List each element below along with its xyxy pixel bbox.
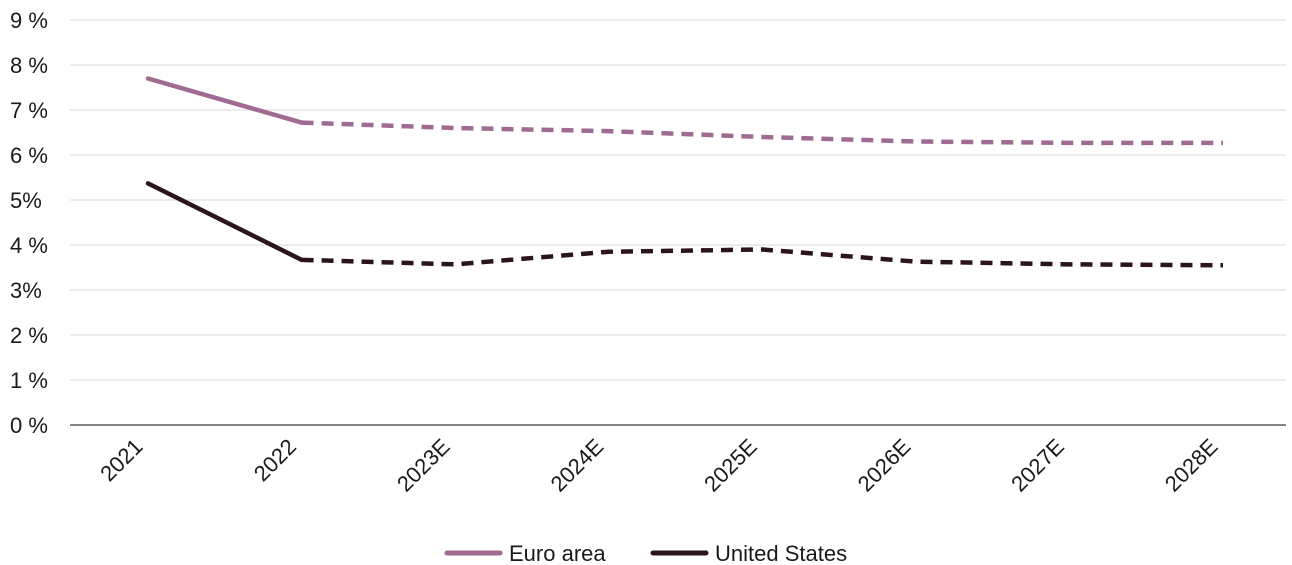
series-united-states bbox=[145, 181, 1224, 268]
legend: Euro area United States bbox=[444, 541, 847, 565]
series-line-actual bbox=[145, 181, 304, 263]
y-tick-label: 9 % bbox=[10, 8, 48, 33]
y-axis-tick-labels: 0 % 1 % 2 % 3% 4 % 5% 6 % 7 % 8 % 9 % bbox=[10, 8, 48, 438]
x-tick-label: 2028E bbox=[1160, 434, 1223, 497]
legend-label-united-states: United States bbox=[715, 541, 847, 565]
x-tick-label: 2022 bbox=[249, 434, 301, 486]
y-tick-label: 4 % bbox=[10, 233, 48, 258]
x-tick-label: 2026E bbox=[853, 434, 916, 497]
y-tick-label: 2 % bbox=[10, 323, 48, 348]
series-line-actual bbox=[145, 76, 304, 125]
series-line-forecast bbox=[301, 247, 1224, 268]
y-tick-label: 8 % bbox=[10, 53, 48, 78]
y-tick-label: 3% bbox=[10, 278, 42, 303]
y-tick-label: 5% bbox=[10, 188, 42, 213]
series-line-forecast bbox=[301, 120, 1223, 146]
y-tick-label: 6 % bbox=[10, 143, 48, 168]
series-lines bbox=[145, 76, 1224, 268]
x-axis-tick-labels: 2021 2022 2023E 2024E 2025E 2026E 2027E 2028E bbox=[95, 434, 1222, 497]
legend-label-euro-area: Euro area bbox=[509, 541, 606, 565]
x-tick-label: 2027E bbox=[1006, 434, 1069, 497]
x-tick-label: 2025E bbox=[699, 434, 762, 497]
y-tick-label: 0 % bbox=[10, 413, 48, 438]
y-tick-label: 7 % bbox=[10, 98, 48, 123]
series-euro-area bbox=[145, 76, 1224, 146]
x-tick-label: 2023E bbox=[392, 434, 455, 497]
x-tick-label: 2021 bbox=[95, 434, 147, 486]
y-tick-label: 1 % bbox=[10, 368, 48, 393]
x-tick-label: 2024E bbox=[546, 434, 609, 497]
gridlines bbox=[70, 19, 1286, 426]
